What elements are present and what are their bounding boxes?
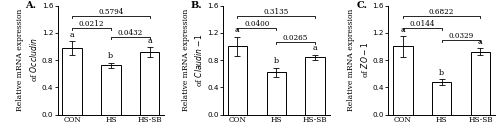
Bar: [140, 52, 160, 115]
Text: 0.0212: 0.0212: [78, 20, 104, 28]
Text: a: a: [235, 26, 240, 34]
Bar: [228, 46, 247, 115]
Bar: [62, 48, 82, 115]
Text: A.: A.: [26, 1, 36, 10]
Text: C.: C.: [356, 1, 368, 10]
Y-axis label: Relative mRNA expression
of $\it{Claudin-1}$: Relative mRNA expression of $\it{Claudin…: [182, 9, 204, 111]
Text: B.: B.: [191, 1, 202, 10]
Text: 0.3135: 0.3135: [264, 8, 289, 16]
Bar: [432, 82, 452, 115]
Text: b: b: [274, 57, 279, 65]
Text: a: a: [478, 38, 483, 46]
Text: 0.5794: 0.5794: [98, 8, 124, 16]
Bar: [393, 46, 412, 115]
Bar: [101, 66, 120, 115]
Text: b: b: [439, 69, 444, 77]
Text: 0.0400: 0.0400: [244, 20, 270, 28]
Bar: [470, 52, 490, 115]
Text: 0.6822: 0.6822: [429, 8, 454, 16]
Bar: [306, 57, 325, 115]
Bar: [266, 72, 286, 115]
Y-axis label: Relative mRNA expression
of $\it{ZO-1}$: Relative mRNA expression of $\it{ZO-1}$: [347, 9, 370, 111]
Text: a: a: [400, 26, 405, 34]
Text: 0.0144: 0.0144: [410, 20, 435, 28]
Text: a: a: [70, 30, 74, 39]
Text: a: a: [148, 37, 152, 45]
Text: 0.0432: 0.0432: [118, 29, 143, 37]
Text: b: b: [108, 52, 114, 60]
Text: 0.0265: 0.0265: [283, 34, 308, 42]
Text: 0.0329: 0.0329: [448, 32, 473, 40]
Y-axis label: Relative mRNA expression
of $\it{Occludin}$: Relative mRNA expression of $\it{Occludi…: [16, 9, 39, 111]
Text: a: a: [312, 44, 318, 52]
